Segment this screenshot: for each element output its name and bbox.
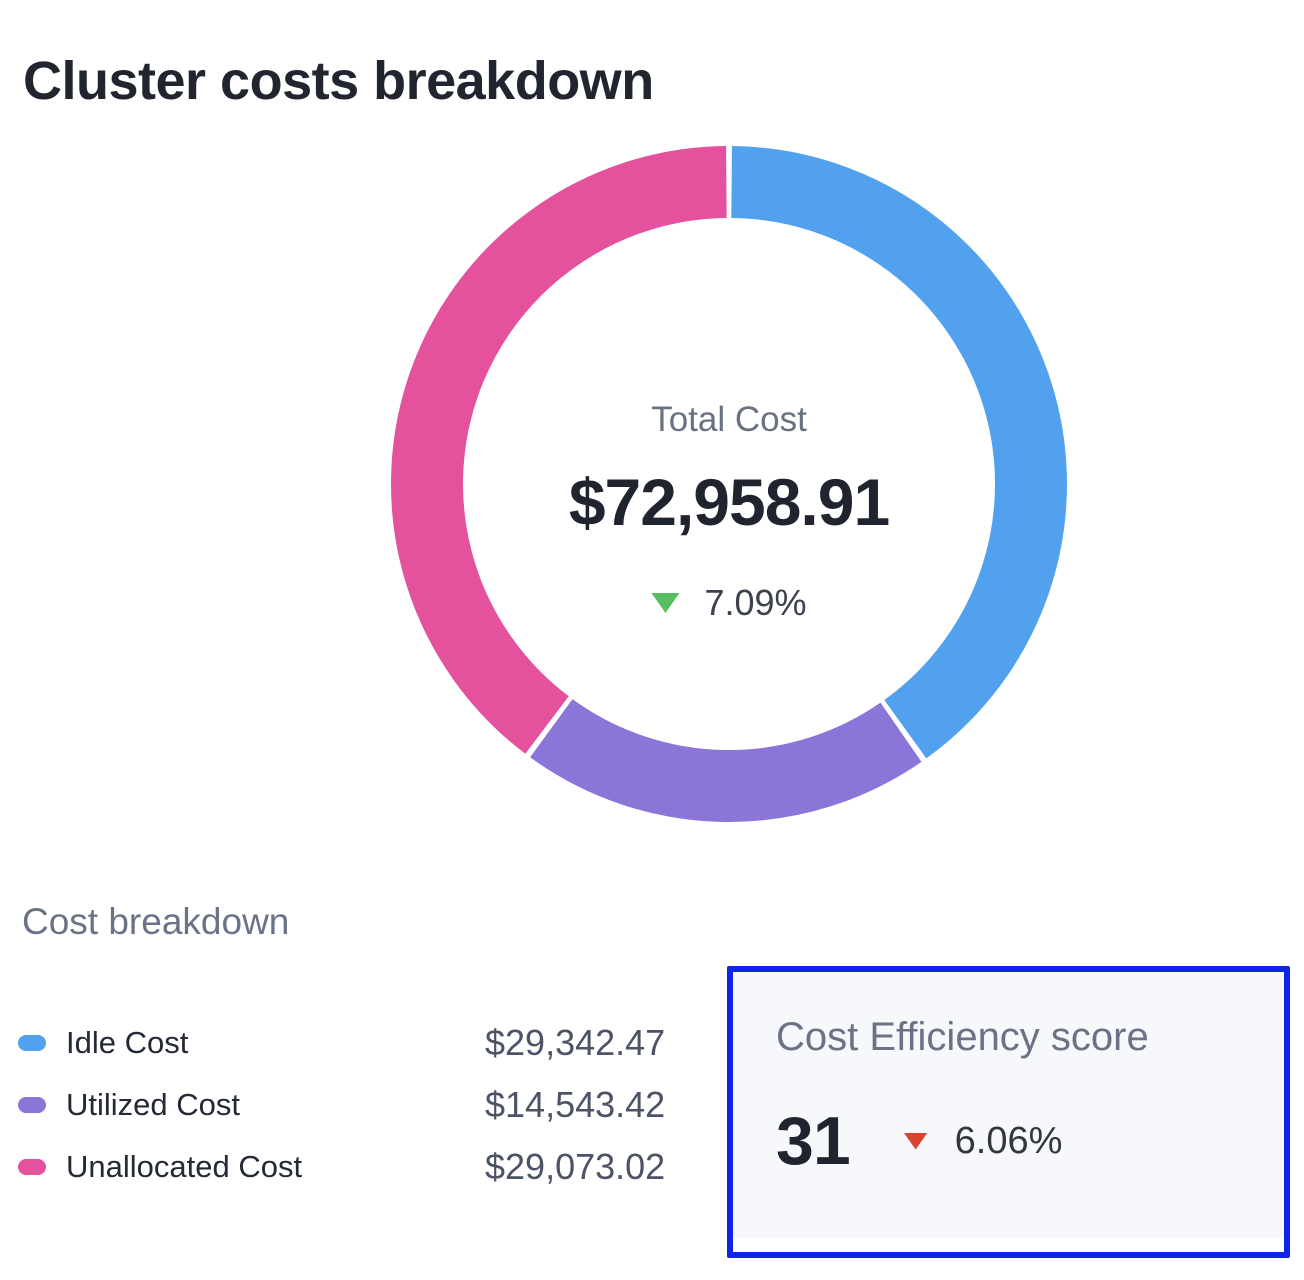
cost-efficiency-card: Cost Efficiency score 31 6.06% <box>732 971 1285 1238</box>
legend-value: $29,342.47 <box>485 1022 666 1063</box>
legend-value: $14,543.42 <box>485 1084 666 1125</box>
donut-segment-unallocated-cost[interactable] <box>391 146 727 754</box>
legend-label: Idle Cost <box>66 1025 189 1060</box>
legend-label: Unallocated Cost <box>66 1149 303 1184</box>
cost-efficiency-score-row: 31 6.06% <box>776 1102 1285 1180</box>
cost-efficiency-score: 31 <box>776 1103 851 1179</box>
legend-value: $29,073.02 <box>485 1146 666 1187</box>
idle-cost-swatch-icon <box>18 1035 46 1051</box>
cost-efficiency-title: Cost Efficiency score <box>776 1015 1149 1059</box>
cost-efficiency-delta-value: 6.06% <box>954 1119 1063 1162</box>
triangle-down-red-icon <box>903 1132 928 1150</box>
legend-row-utilized-cost: Utilized Cost $14,543.42 <box>18 1074 690 1136</box>
legend-row-unallocated-cost: Unallocated Cost $29,073.02 <box>18 1136 690 1198</box>
cost-breakdown-heading: Cost breakdown <box>22 901 290 942</box>
legend-row-idle-cost: Idle Cost $29,342.47 <box>18 1012 690 1074</box>
donut-segment-utilized-cost[interactable] <box>530 698 922 822</box>
donut-svg <box>391 146 1067 822</box>
page-title: Cluster costs breakdown <box>23 51 654 112</box>
donut-chart <box>384 139 1074 829</box>
legend-label: Utilized Cost <box>66 1087 240 1122</box>
utilized-cost-swatch-icon <box>18 1097 46 1113</box>
donut-segment-idle-cost[interactable] <box>731 146 1067 759</box>
unallocated-cost-swatch-icon <box>18 1159 46 1175</box>
cost-breakdown-legend: Idle Cost $29,342.47 Utilized Cost $14,5… <box>18 1012 690 1198</box>
